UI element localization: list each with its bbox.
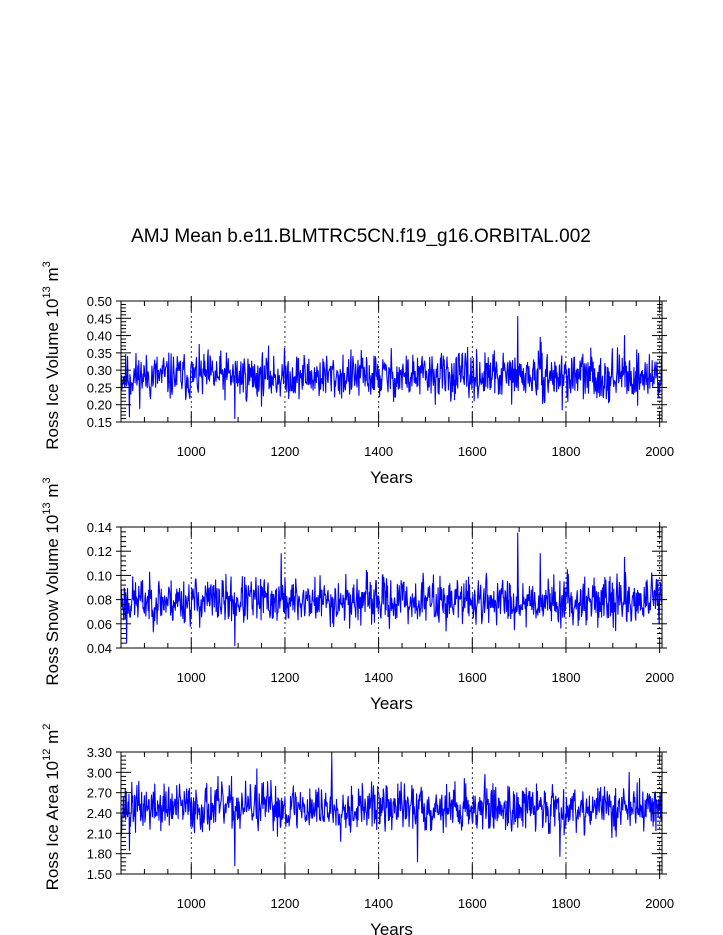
plot-frame <box>120 526 663 649</box>
y-tick-label: 0.25 <box>87 380 112 395</box>
x-tick-label: 1400 <box>364 670 393 685</box>
y-tick-label: 0.35 <box>87 346 112 361</box>
y-tick-label: 0.12 <box>87 544 112 559</box>
y-tick-label: 0.04 <box>87 641 112 656</box>
x-tick-label: 1600 <box>458 896 487 911</box>
x-tick-label: 1200 <box>270 670 299 685</box>
data-series-line <box>120 756 663 867</box>
y-tick-label: 2.10 <box>87 826 112 841</box>
y-tick-label: 0.08 <box>87 593 112 608</box>
y-tick-label: 0.15 <box>87 415 112 430</box>
x-tick-label: 1800 <box>552 444 581 459</box>
x-tick-label: 1800 <box>552 670 581 685</box>
y-tick-label: 0.50 <box>87 294 112 309</box>
y-axis-label: Ross Ice Volume 1013 m3 <box>41 261 62 449</box>
x-tick-label: 1400 <box>364 896 393 911</box>
x-axis-label: Years <box>370 468 413 487</box>
y-tick-label: 2.40 <box>87 806 112 821</box>
y-tick-label: 3.00 <box>87 765 112 780</box>
x-tick-label: 1600 <box>458 670 487 685</box>
x-tick-label: 2000 <box>645 670 674 685</box>
panel-ross-ice-area: 1000 1200 1400 1600 1800 2000 1.50 1.80 2.10 2.40… <box>41 724 674 935</box>
y-tick-label: 0.14 <box>87 520 112 535</box>
y-tick-label: 3.30 <box>87 745 112 760</box>
plot-frame <box>120 300 663 423</box>
x-tick-label: 1800 <box>552 896 581 911</box>
x-tick-label: 1000 <box>177 670 206 685</box>
x-axis-label: Years <box>370 694 413 713</box>
panel-ross-snow-volume: 1000 1200 1400 1600 1800 2000 0.04 0.06 0.08 0.10… <box>41 477 674 713</box>
y-tick-label: 2.70 <box>87 786 112 801</box>
x-tick-label: 1400 <box>364 444 393 459</box>
x-tick-label: 1600 <box>458 444 487 459</box>
x-tick-label: 2000 <box>645 896 674 911</box>
x-tick-label: 2000 <box>645 444 674 459</box>
data-series-line <box>120 532 663 647</box>
y-axis-label: Ross Ice Area 1012 m2 <box>41 724 62 891</box>
x-tick-label: 1200 <box>270 896 299 911</box>
x-tick-label: 1000 <box>177 444 206 459</box>
chart-title: AMJ Mean b.e11.BLMTRC5CN.f19_g16.ORBITAL… <box>131 226 591 247</box>
data-series-line <box>120 316 663 420</box>
y-tick-label: 1.80 <box>87 847 112 862</box>
y-tick-label: 0.45 <box>87 311 112 326</box>
x-tick-label: 1000 <box>177 896 206 911</box>
panel-ross-ice-volume: 1000 1200 1400 1600 1800 2000 0.15 0.20 0.25 0.30… <box>41 261 674 487</box>
x-tick-label: 1200 <box>270 444 299 459</box>
y-tick-label: 0.40 <box>87 329 112 344</box>
y-tick-label: 0.30 <box>87 363 112 378</box>
y-tick-label: 1.50 <box>87 867 112 882</box>
y-tick-label: 0.10 <box>87 568 112 583</box>
y-tick-label: 0.20 <box>87 398 112 413</box>
y-axis-label: Ross Snow Volume 1013 m3 <box>41 477 62 685</box>
x-axis-label: Years <box>370 920 413 935</box>
y-tick-label: 0.06 <box>87 617 112 632</box>
